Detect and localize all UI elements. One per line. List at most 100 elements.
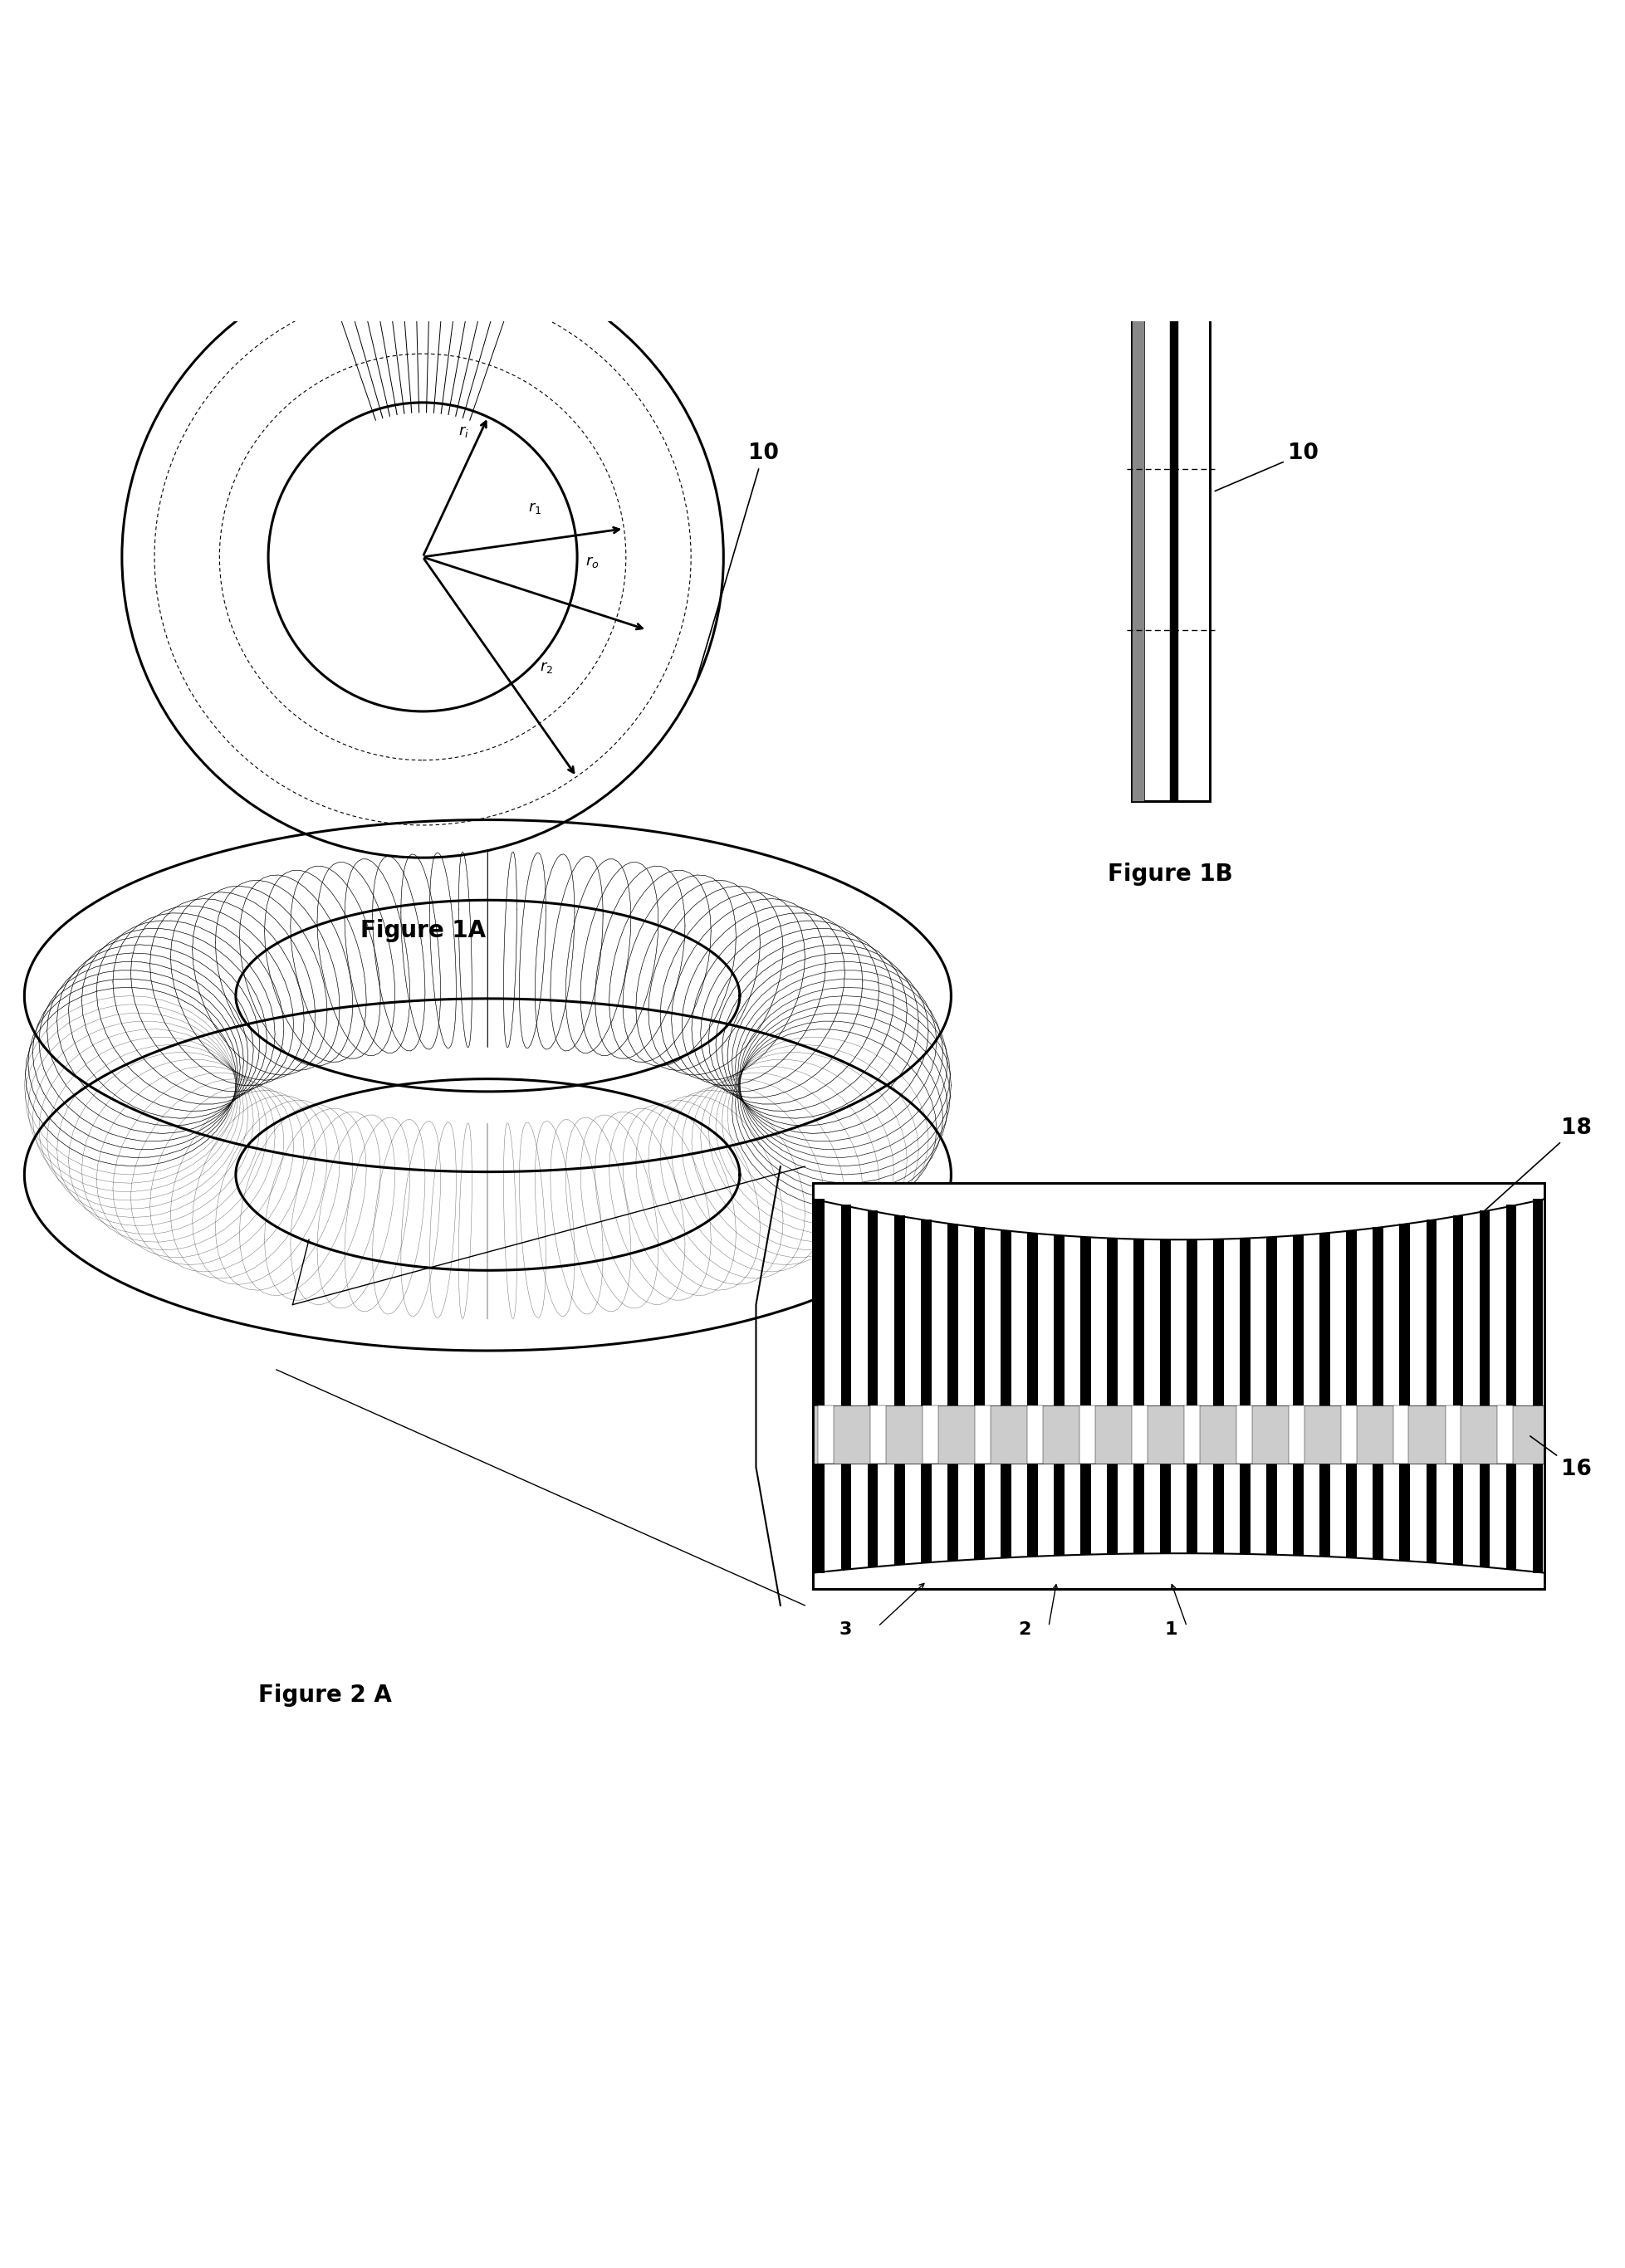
Bar — [881, 1213, 890, 1406]
Bar — [1107, 1463, 1116, 1554]
Bar — [1399, 1222, 1409, 1406]
Bar — [1412, 1463, 1424, 1563]
Bar — [1358, 1463, 1370, 1558]
Bar — [1438, 1463, 1450, 1565]
Bar — [1014, 1463, 1024, 1558]
Text: Figure 2 A: Figure 2 A — [258, 1683, 392, 1706]
Bar — [1505, 1204, 1516, 1406]
Text: $r_1$: $r_1$ — [528, 501, 541, 515]
Bar — [1212, 1463, 1224, 1554]
Bar — [812, 1184, 1544, 1590]
Bar — [1235, 1406, 1251, 1463]
Bar — [1399, 1463, 1409, 1560]
Bar — [1186, 1241, 1196, 1406]
Text: Figure 1B: Figure 1B — [1108, 862, 1232, 885]
Bar — [827, 1463, 839, 1572]
Bar — [1160, 1463, 1170, 1554]
Bar — [920, 1220, 931, 1406]
Bar — [1253, 1238, 1263, 1406]
Bar — [1412, 1222, 1424, 1406]
Bar — [868, 1463, 878, 1567]
Text: $r_2$: $r_2$ — [540, 660, 553, 676]
Bar — [999, 1229, 1011, 1406]
Bar — [1160, 1241, 1170, 1406]
Bar — [1053, 1463, 1064, 1556]
Bar — [1186, 1463, 1196, 1554]
Bar — [1079, 1463, 1090, 1554]
Bar — [1014, 1232, 1024, 1406]
Bar — [840, 1463, 852, 1569]
Bar — [1479, 1211, 1488, 1406]
Bar — [1425, 1463, 1436, 1563]
Bar — [1371, 1463, 1383, 1560]
Bar — [1320, 1463, 1329, 1556]
Bar — [1266, 1463, 1277, 1554]
Text: 1: 1 — [1164, 1622, 1176, 1637]
Bar — [868, 1211, 878, 1406]
Bar — [973, 1463, 985, 1560]
Bar — [1040, 1463, 1050, 1556]
Bar — [1466, 1463, 1475, 1567]
Text: 18: 18 — [1480, 1118, 1591, 1213]
Bar — [1358, 1229, 1370, 1406]
Bar — [960, 1463, 970, 1560]
Bar — [894, 1216, 904, 1406]
Bar — [817, 1406, 834, 1463]
Text: 2: 2 — [1017, 1622, 1030, 1637]
Bar — [812, 1406, 1544, 1463]
Bar — [1120, 1463, 1131, 1554]
Bar — [1346, 1463, 1357, 1558]
Bar — [1346, 1229, 1357, 1406]
Bar — [933, 1463, 944, 1563]
Bar — [1453, 1216, 1462, 1406]
Text: 16: 16 — [1529, 1436, 1591, 1481]
Bar — [973, 1227, 985, 1406]
Bar — [1466, 1213, 1475, 1406]
Bar — [1240, 1238, 1250, 1406]
Bar — [1131, 1406, 1147, 1463]
Bar — [947, 1463, 957, 1560]
Bar — [1492, 1463, 1503, 1569]
Bar — [1040, 1234, 1050, 1406]
Bar — [1332, 1232, 1342, 1406]
Bar — [1225, 1238, 1237, 1406]
Bar — [1183, 1406, 1199, 1463]
Bar — [933, 1222, 944, 1406]
Bar — [1253, 1463, 1263, 1554]
Bar — [1497, 1406, 1513, 1463]
Bar — [920, 1463, 931, 1563]
Bar — [840, 1204, 852, 1406]
Bar — [853, 1207, 864, 1406]
Bar — [1133, 1463, 1144, 1554]
Bar — [1131, 313, 1144, 801]
Bar — [1306, 1234, 1316, 1406]
Text: $r_o$: $r_o$ — [585, 553, 598, 569]
Bar — [853, 1463, 864, 1569]
Text: 3: 3 — [838, 1622, 852, 1637]
Bar — [1279, 1463, 1290, 1556]
Bar — [1120, 1238, 1131, 1406]
Bar — [1094, 1463, 1103, 1554]
Bar — [1492, 1207, 1503, 1406]
Bar — [1518, 1202, 1529, 1406]
Bar — [947, 1222, 957, 1406]
Bar — [1371, 1227, 1383, 1406]
Bar — [827, 1202, 839, 1406]
Bar — [1212, 1238, 1224, 1406]
Bar — [1505, 1463, 1516, 1569]
Bar — [1386, 1463, 1396, 1560]
Bar — [1292, 1463, 1303, 1556]
Bar — [975, 1406, 990, 1463]
Bar — [907, 1218, 918, 1406]
Bar — [1131, 313, 1209, 801]
Bar — [1279, 1236, 1290, 1406]
Bar — [1053, 1236, 1064, 1406]
Bar — [1066, 1463, 1077, 1556]
Bar — [1225, 1463, 1237, 1554]
Bar — [1320, 1234, 1329, 1406]
Bar — [1386, 1225, 1396, 1406]
Bar — [1094, 1238, 1103, 1406]
Bar — [1341, 1406, 1355, 1463]
Bar — [1199, 1238, 1211, 1406]
Bar — [1173, 1463, 1183, 1554]
